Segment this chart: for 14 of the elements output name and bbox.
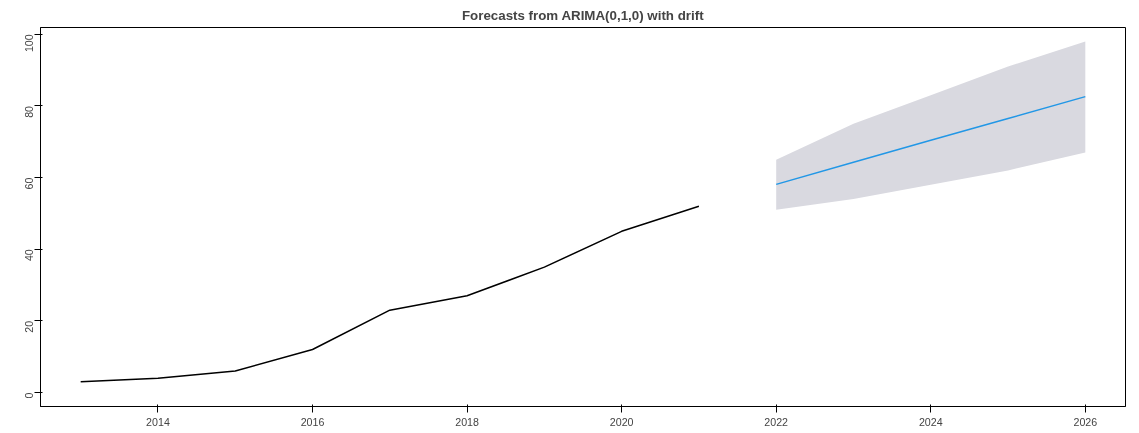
x-tick-label: 2026: [1073, 415, 1098, 428]
y-tick-label: 0: [23, 392, 36, 399]
chart-title: Forecasts from ARIMA(0,1,0) with drift: [461, 7, 705, 23]
x-tick-label: 2022: [764, 415, 789, 428]
x-tick-label: 2020: [609, 415, 634, 428]
y-tick-label: 20: [23, 320, 36, 333]
y-tick-label: 100: [23, 34, 36, 53]
y-tick-label: 40: [23, 249, 36, 262]
x-tick-label: 2018: [455, 415, 480, 428]
x-tick-label: 2014: [146, 415, 170, 428]
x-tick-label: 2024: [918, 415, 943, 428]
y-tick-label: 60: [23, 177, 36, 190]
y-tick-label: 80: [23, 105, 36, 118]
x-tick-label: 2016: [300, 415, 325, 428]
